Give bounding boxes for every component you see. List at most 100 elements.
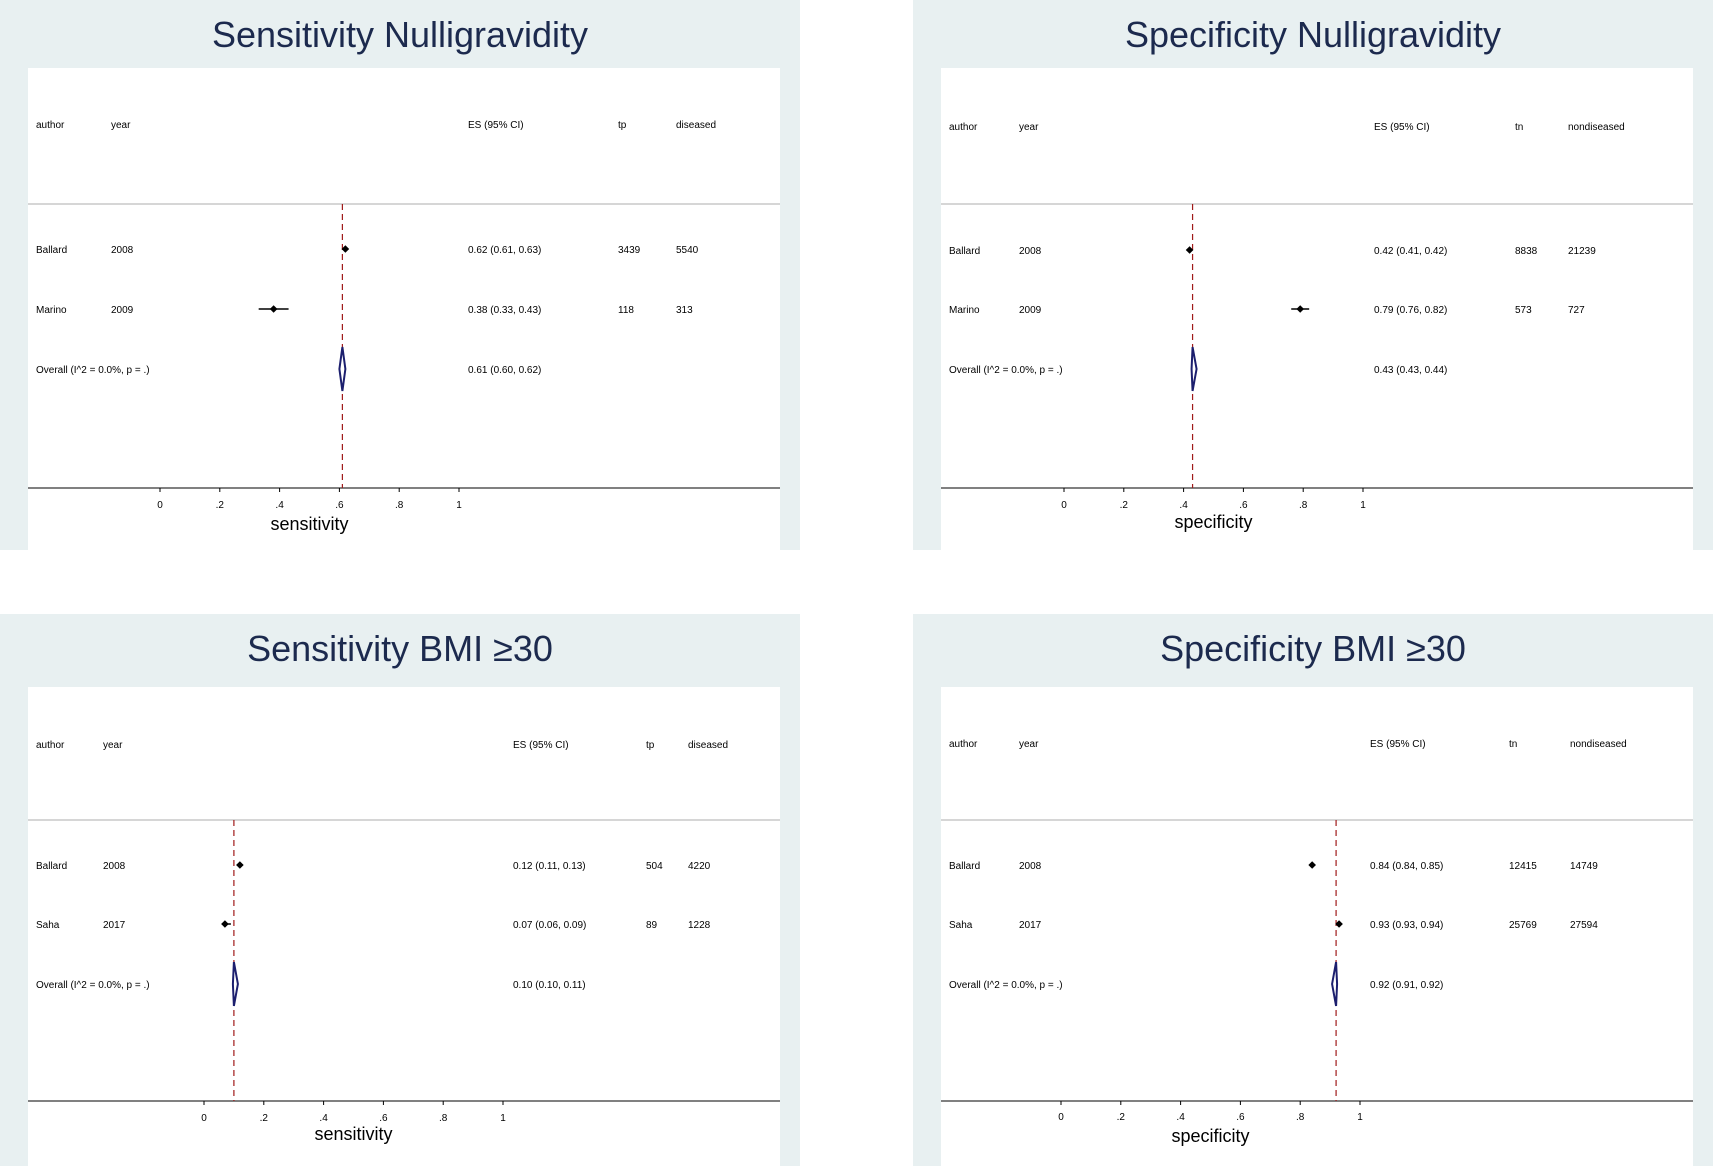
column-header-total: diseased xyxy=(676,120,716,131)
study-author: Saha xyxy=(949,920,973,931)
study-author: Marino xyxy=(949,305,980,316)
x-tick-label: 0 xyxy=(1058,1112,1064,1123)
x-tick-label: .8 xyxy=(439,1113,448,1124)
column-header-author: author xyxy=(36,740,65,751)
study-total: 1228 xyxy=(688,920,711,931)
x-tick-label: .2 xyxy=(260,1113,269,1124)
x-tick-label: .6 xyxy=(1239,500,1248,511)
forest-panel-sensitivity-nulligravidity: Sensitivity Nulligravidity author year ES … xyxy=(0,0,800,550)
x-tick-label: 1 xyxy=(500,1113,506,1124)
overall-es-ci: 0.61 (0.60, 0.62) xyxy=(468,365,541,376)
study-total: 4220 xyxy=(688,861,711,872)
study-es-ci: 0.42 (0.41, 0.42) xyxy=(1374,246,1447,257)
study-author: Ballard xyxy=(36,245,67,256)
study-es-ci: 0.62 (0.61, 0.63) xyxy=(468,245,541,256)
column-header-author: author xyxy=(949,122,978,133)
study-year: 2009 xyxy=(111,305,134,316)
x-tick-label: .4 xyxy=(1179,500,1188,511)
study-point-estimate xyxy=(341,245,350,253)
study-year: 2008 xyxy=(1019,246,1042,257)
forest-panel-sensitivity-bmi30: Sensitivity BMI ≥30 author year ES (95% CI… xyxy=(0,614,800,1166)
study-point-estimate xyxy=(236,861,244,869)
study-author: Ballard xyxy=(949,246,980,257)
x-tick-label: .4 xyxy=(1176,1112,1185,1123)
column-header-es: ES (95% CI) xyxy=(513,740,569,751)
study-count: 118 xyxy=(618,305,634,316)
forest-plot-svg: author year ES (95% CI) tn nondiseased Ballar… xyxy=(941,122,1693,532)
study-author: Saha xyxy=(36,920,60,931)
x-tick-label: 1 xyxy=(1360,500,1366,511)
x-axis-label: specificity xyxy=(1174,512,1252,532)
x-tick-label: 0 xyxy=(1061,500,1067,511)
panel-title: Sensitivity Nulligravidity xyxy=(211,14,589,55)
overall-es-ci: 0.92 (0.91, 0.92) xyxy=(1370,980,1443,991)
overall-label: Overall (I^2 = 0.0%, p = .) xyxy=(36,980,150,991)
study-count: 504 xyxy=(646,861,663,872)
column-header-total: nondiseased xyxy=(1570,739,1627,750)
x-axis-label: sensitivity xyxy=(314,1124,392,1144)
study-es-ci: 0.07 (0.06, 0.09) xyxy=(513,920,586,931)
x-tick-label: .2 xyxy=(1120,500,1129,511)
x-tick-label: .6 xyxy=(379,1113,388,1124)
study-count: 12415 xyxy=(1509,861,1537,872)
study-point-estimate xyxy=(1296,305,1305,313)
column-header-total: nondiseased xyxy=(1568,122,1625,133)
column-header-total: diseased xyxy=(688,740,728,751)
overall-label: Overall (I^2 = 0.0%, p = .) xyxy=(36,365,150,376)
overall-diamond xyxy=(1190,346,1198,392)
overall-label: Overall (I^2 = 0.0%, p = .) xyxy=(949,365,1063,376)
study-author: Ballard xyxy=(36,861,67,872)
column-header-es: ES (95% CI) xyxy=(1370,739,1426,750)
column-header-es: ES (95% CI) xyxy=(468,120,524,131)
x-tick-label: .8 xyxy=(1299,500,1308,511)
study-total: 21239 xyxy=(1568,246,1596,257)
x-tick-label: 0 xyxy=(157,500,163,511)
forest-plot-svg: author year ES (95% CI) tp diseased Ballard 20… xyxy=(28,740,780,1144)
study-year: 2008 xyxy=(1019,861,1042,872)
overall-diamond xyxy=(338,346,347,392)
column-header-count: tn xyxy=(1515,122,1523,133)
study-year: 2008 xyxy=(111,245,134,256)
study-author: Marino xyxy=(36,305,67,316)
overall-es-ci: 0.43 (0.43, 0.44) xyxy=(1374,365,1447,376)
overall-diamond xyxy=(231,961,239,1007)
study-point-estimate xyxy=(221,920,229,928)
panel-title: Sensitivity BMI ≥30 xyxy=(247,628,553,669)
x-axis-label: sensitivity xyxy=(270,514,348,534)
x-tick-label: 1 xyxy=(1357,1112,1363,1123)
plot-area: author year ES (95% CI) tn nondiseased Ballar… xyxy=(941,687,1693,1166)
study-total: 313 xyxy=(676,305,693,316)
plot-area: author year ES (95% CI) tp diseased Ballard 20… xyxy=(28,68,780,550)
study-es-ci: 0.38 (0.33, 0.43) xyxy=(468,305,541,316)
study-total: 27594 xyxy=(1570,920,1598,931)
study-total: 5540 xyxy=(676,245,699,256)
forest-panel-specificity-nulligravidity: Specificity Nulligravidity author year ES … xyxy=(913,0,1713,550)
column-header-author: author xyxy=(36,120,65,131)
overall-diamond xyxy=(1331,961,1339,1007)
forest-panel-specificity-bmi30: Specificity BMI ≥30 author year ES (95% CI… xyxy=(913,614,1713,1166)
study-year: 2009 xyxy=(1019,305,1042,316)
overall-label: Overall (I^2 = 0.0%, p = .) xyxy=(949,980,1063,991)
forest-plot-svg: author year ES (95% CI) tp diseased Ballard 20… xyxy=(28,120,780,534)
study-es-ci: 0.84 (0.84, 0.85) xyxy=(1370,861,1443,872)
x-tick-label: .4 xyxy=(319,1113,328,1124)
study-count: 573 xyxy=(1515,305,1532,316)
x-tick-label: .6 xyxy=(335,500,344,511)
x-axis-label: specificity xyxy=(1171,1126,1249,1146)
forest-plot-svg: author year ES (95% CI) tn nondiseased Ballar… xyxy=(941,739,1693,1146)
x-tick-label: .8 xyxy=(395,500,404,511)
x-tick-label: 0 xyxy=(201,1113,207,1124)
study-count: 25769 xyxy=(1509,920,1537,931)
study-point-estimate xyxy=(269,305,278,313)
column-header-es: ES (95% CI) xyxy=(1374,122,1430,133)
plot-area: author year ES (95% CI) tn nondiseased Ballar… xyxy=(941,68,1693,550)
study-point-estimate xyxy=(1185,246,1194,254)
study-point-estimate xyxy=(1308,861,1316,869)
column-header-count: tp xyxy=(618,120,627,131)
column-header-year: year xyxy=(1019,739,1039,750)
study-es-ci: 0.79 (0.76, 0.82) xyxy=(1374,305,1447,316)
column-header-year: year xyxy=(103,740,123,751)
study-point-estimate xyxy=(1335,920,1343,928)
x-tick-label: .2 xyxy=(216,500,225,511)
column-header-year: year xyxy=(1019,122,1039,133)
